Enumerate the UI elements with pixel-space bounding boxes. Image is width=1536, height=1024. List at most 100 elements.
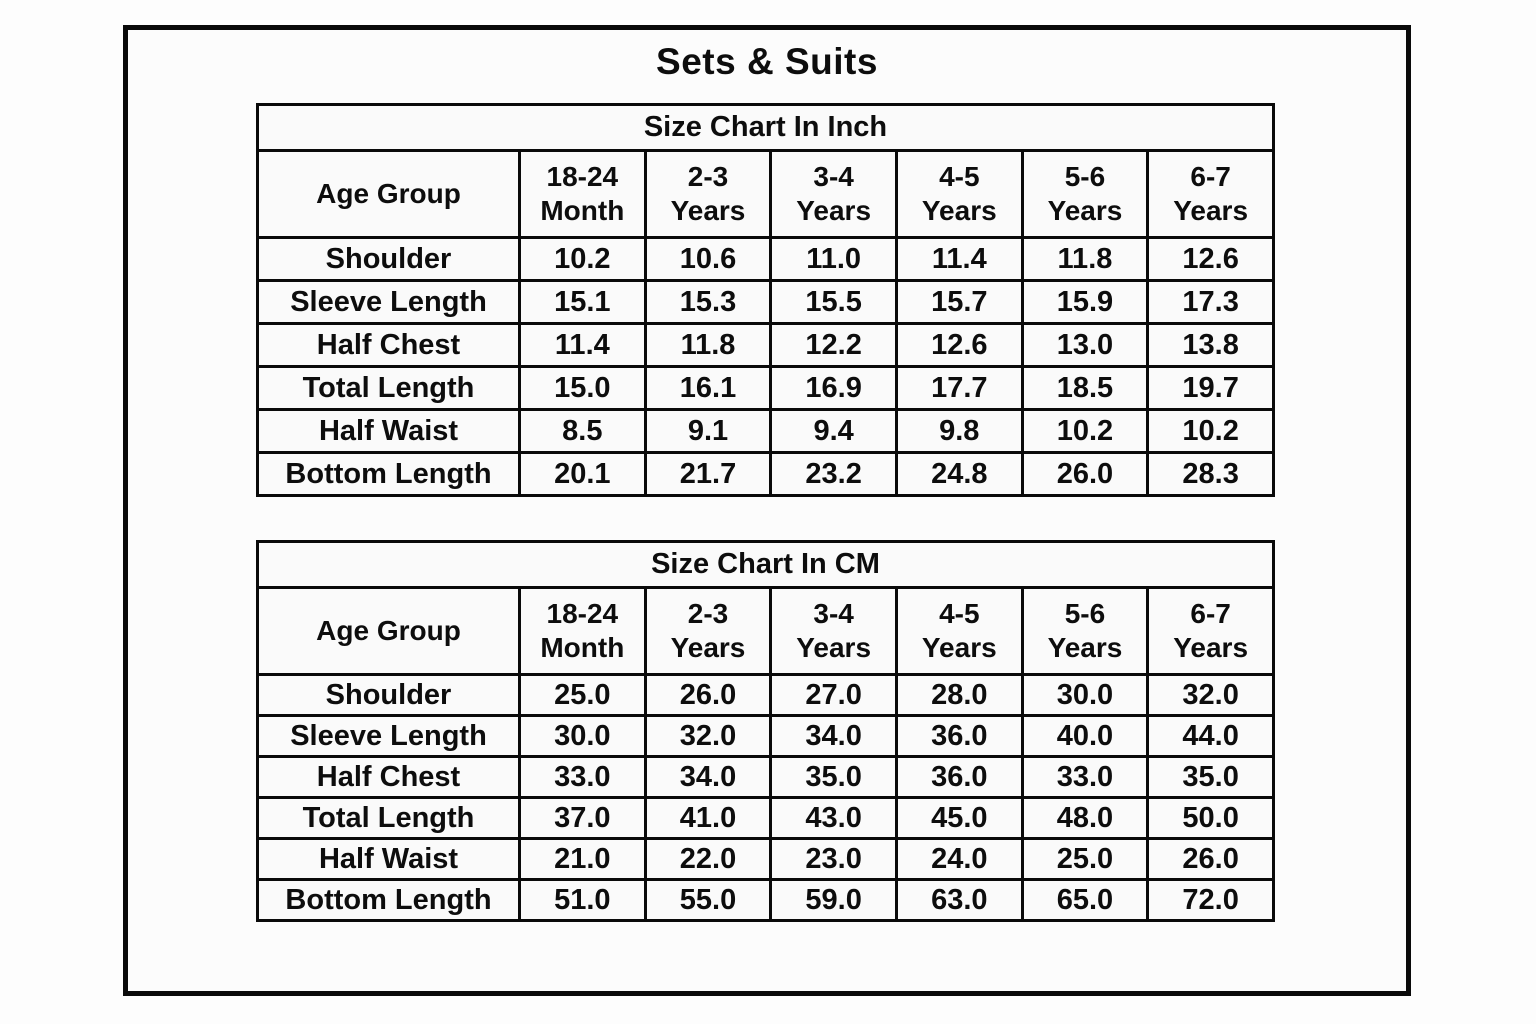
- table-row: Half Waist 21.0 22.0 23.0 24.0 25.0 26.0: [256, 837, 1275, 881]
- column-header: 3-4 Years: [769, 586, 898, 676]
- value-cell: 8.5: [518, 408, 647, 454]
- row-label: Sleeve Length: [256, 279, 521, 325]
- value-cell: 10.6: [643, 236, 773, 282]
- value-cell: 51.0: [518, 878, 647, 922]
- value-cell: 15.3: [643, 279, 773, 325]
- table-row: Half Chest 11.4 11.8 12.2 12.6 13.0 13.8: [256, 322, 1275, 368]
- value-cell: 63.0: [894, 878, 1024, 922]
- size-chart-inch-table: Size Chart In Inch Age Group 18-24 Month 2-…: [256, 103, 1275, 497]
- value-cell: 17.3: [1146, 279, 1275, 325]
- table-row: Bottom Length 51.0 55.0 59.0 63.0 65.0 72.0: [256, 878, 1275, 922]
- size-chart-cm-table: Size Chart In CM Age Group 18-24 Month 2-3 Y…: [256, 540, 1275, 922]
- value-cell: 30.0: [1020, 673, 1150, 717]
- value-cell: 25.0: [518, 673, 647, 717]
- value-cell: 59.0: [769, 878, 898, 922]
- value-cell: 35.0: [769, 755, 898, 799]
- value-cell: 45.0: [894, 796, 1024, 840]
- value-cell: 72.0: [1146, 878, 1275, 922]
- column-header: 4-5 Years: [894, 586, 1024, 676]
- value-cell: 34.0: [769, 714, 898, 758]
- value-cell: 16.9: [769, 365, 898, 411]
- table-caption-row: Size Chart In Inch: [256, 103, 1275, 152]
- row-label: Half Waist: [256, 837, 521, 881]
- value-cell: 15.1: [518, 279, 647, 325]
- table-caption-row: Size Chart In CM: [256, 540, 1275, 589]
- value-cell: 24.8: [894, 451, 1024, 497]
- table-header-row: Age Group 18-24 Month 2-3 Years 3-4 Years 4-5 Ye…: [256, 149, 1275, 239]
- value-cell: 19.7: [1146, 365, 1275, 411]
- column-header: 3-4 Years: [769, 149, 898, 239]
- table-row: Shoulder 10.2 10.6 11.0 11.4 11.8 12.6: [256, 236, 1275, 282]
- column-header: 2-3 Years: [643, 149, 773, 239]
- row-label: Shoulder: [256, 673, 521, 717]
- corner-header-age-group: Age Group: [256, 586, 521, 676]
- column-header: 18-24 Month: [518, 149, 647, 239]
- value-cell: 9.1: [643, 408, 773, 454]
- value-cell: 35.0: [1146, 755, 1275, 799]
- value-cell: 9.8: [894, 408, 1024, 454]
- row-label: Bottom Length: [256, 451, 521, 497]
- value-cell: 65.0: [1020, 878, 1150, 922]
- value-cell: 22.0: [643, 837, 773, 881]
- value-cell: 10.2: [1146, 408, 1275, 454]
- value-cell: 27.0: [769, 673, 898, 717]
- value-cell: 24.0: [894, 837, 1024, 881]
- value-cell: 23.2: [769, 451, 898, 497]
- value-cell: 37.0: [518, 796, 647, 840]
- table-row: Sleeve Length 15.1 15.3 15.5 15.7 15.9 17.3: [256, 279, 1275, 325]
- page-title: Sets & Suits: [656, 41, 878, 82]
- value-cell: 15.0: [518, 365, 647, 411]
- value-cell: 15.9: [1020, 279, 1150, 325]
- value-cell: 28.3: [1146, 451, 1275, 497]
- corner-header-age-group: Age Group: [256, 149, 521, 239]
- table-row: Bottom Length 20.1 21.7 23.2 24.8 26.0 28.3: [256, 451, 1275, 497]
- column-header: 4-5 Years: [894, 149, 1024, 239]
- table-row: Total Length 15.0 16.1 16.9 17.7 18.5 19.7: [256, 365, 1275, 411]
- value-cell: 16.1: [643, 365, 773, 411]
- value-cell: 50.0: [1146, 796, 1275, 840]
- table-header-row: Age Group 18-24 Month 2-3 Years 3-4 Years 4-5 Ye…: [256, 586, 1275, 676]
- value-cell: 36.0: [894, 755, 1024, 799]
- value-cell: 12.6: [1146, 236, 1275, 282]
- value-cell: 11.8: [1020, 236, 1150, 282]
- row-label: Half Chest: [256, 755, 521, 799]
- table-row: Sleeve Length 30.0 32.0 34.0 36.0 40.0 44.0: [256, 714, 1275, 758]
- column-header: 5-6 Years: [1020, 586, 1150, 676]
- value-cell: 30.0: [518, 714, 647, 758]
- value-cell: 48.0: [1020, 796, 1150, 840]
- column-header: 6-7 Years: [1146, 149, 1275, 239]
- value-cell: 13.8: [1146, 322, 1275, 368]
- column-header: 6-7 Years: [1146, 586, 1275, 676]
- row-label: Total Length: [256, 365, 521, 411]
- value-cell: 26.0: [1020, 451, 1150, 497]
- table-row: Shoulder 25.0 26.0 27.0 28.0 30.0 32.0: [256, 673, 1275, 717]
- value-cell: 15.7: [894, 279, 1024, 325]
- value-cell: 41.0: [643, 796, 773, 840]
- value-cell: 18.5: [1020, 365, 1150, 411]
- column-header: 18-24 Month: [518, 586, 647, 676]
- value-cell: 11.8: [643, 322, 773, 368]
- value-cell: 10.2: [1020, 408, 1150, 454]
- value-cell: 32.0: [643, 714, 773, 758]
- value-cell: 43.0: [769, 796, 898, 840]
- value-cell: 21.7: [643, 451, 773, 497]
- value-cell: 44.0: [1146, 714, 1275, 758]
- value-cell: 26.0: [1146, 837, 1275, 881]
- value-cell: 32.0: [1146, 673, 1275, 717]
- value-cell: 10.2: [518, 236, 647, 282]
- value-cell: 17.7: [894, 365, 1024, 411]
- value-cell: 33.0: [518, 755, 647, 799]
- table-row: Total Length 37.0 41.0 43.0 45.0 48.0 50.0: [256, 796, 1275, 840]
- chart-frame: Sets & Suits Size Chart In Inch Age Grou…: [123, 25, 1411, 996]
- table-row: Half Chest 33.0 34.0 35.0 36.0 33.0 35.0: [256, 755, 1275, 799]
- column-header: 5-6 Years: [1020, 149, 1150, 239]
- value-cell: 13.0: [1020, 322, 1150, 368]
- row-label: Half Waist: [256, 408, 521, 454]
- row-label: Sleeve Length: [256, 714, 521, 758]
- value-cell: 28.0: [894, 673, 1024, 717]
- row-label: Bottom Length: [256, 878, 521, 922]
- value-cell: 11.4: [894, 236, 1024, 282]
- value-cell: 36.0: [894, 714, 1024, 758]
- column-header: 2-3 Years: [643, 586, 773, 676]
- value-cell: 40.0: [1020, 714, 1150, 758]
